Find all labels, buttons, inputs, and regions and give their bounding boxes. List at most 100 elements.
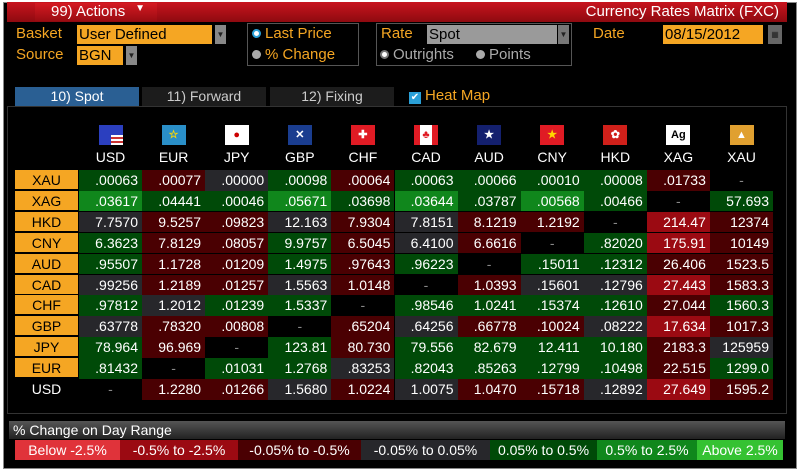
rate-cell-jpy-eur[interactable]: 96.969 [142,337,205,358]
column-header-xau[interactable]: ▲XAU [710,125,773,165]
rate-cell-gbp-jpy[interactable]: .00808 [205,316,268,337]
rate-cell-gbp-gbp[interactable]: - [268,316,331,337]
rate-cell-xag-chf[interactable]: .03698 [331,191,394,212]
column-header-usd[interactable]: USD [79,125,142,165]
rate-cell-xag-aud[interactable]: .03787 [458,191,521,212]
rate-cell-eur-usd[interactable]: .81432 [79,358,142,379]
rate-cell-gbp-chf[interactable]: .65204 [331,316,394,337]
rate-select[interactable]: Spot [427,25,557,44]
source-dropdown-icon[interactable]: ▼ [126,46,137,65]
row-header-cad[interactable]: CAD [15,275,78,295]
rate-cell-cny-usd[interactable]: 6.3623 [79,233,142,254]
basket-dropdown-icon[interactable]: ▼ [215,25,226,44]
column-header-aud[interactable]: ★AUD [458,125,521,165]
row-header-xau[interactable]: XAU [15,170,78,190]
rate-cell-gbp-cad[interactable]: .64256 [395,316,458,337]
row-header-hkd[interactable]: HKD [15,212,78,232]
rate-cell-cny-xau[interactable]: 10149 [710,233,773,254]
points-radio[interactable]: Points [476,46,531,63]
rate-cell-jpy-usd[interactable]: 78.964 [79,337,142,358]
rate-cell-eur-xag[interactable]: 22.515 [647,358,710,379]
row-header-gbp[interactable]: GBP [15,316,78,336]
rate-cell-jpy-cad[interactable]: 79.556 [395,337,458,358]
rate-cell-chf-xag[interactable]: 27.044 [647,295,710,316]
rate-cell-usd-chf[interactable]: 1.0224 [331,379,394,400]
rate-cell-jpy-aud[interactable]: 82.679 [458,337,521,358]
rate-cell-xag-xau[interactable]: 57.693 [710,191,773,212]
column-header-chf[interactable]: ✚CHF [331,125,394,165]
rate-cell-cad-eur[interactable]: 1.2189 [142,275,205,296]
rate-cell-cny-xag[interactable]: 175.91 [647,233,710,254]
rate-cell-eur-chf[interactable]: .83253 [331,358,394,379]
rate-cell-aud-eur[interactable]: 1.1728 [142,254,205,275]
rate-cell-xau-gbp[interactable]: .00098 [268,170,331,191]
rate-cell-gbp-xag[interactable]: 17.634 [647,316,710,337]
rate-cell-chf-cny[interactable]: .15374 [521,295,584,316]
rate-cell-jpy-chf[interactable]: 80.730 [331,337,394,358]
rate-cell-aud-cad[interactable]: .96223 [395,254,458,275]
rate-cell-aud-cny[interactable]: .15011 [521,254,584,275]
rate-cell-cny-hkd[interactable]: .82020 [584,233,647,254]
calendar-icon[interactable]: ▦ [768,25,782,44]
rate-cell-hkd-hkd[interactable]: - [584,212,647,233]
row-header-aud[interactable]: AUD [15,254,78,274]
rate-cell-chf-aud[interactable]: 1.0241 [458,295,521,316]
rate-cell-cad-gbp[interactable]: 1.5563 [268,275,331,296]
rate-cell-xau-cny[interactable]: .00010 [521,170,584,191]
rate-cell-eur-aud[interactable]: .85263 [458,358,521,379]
heat-map-checkbox[interactable]: ✔Heat Map [409,87,490,104]
column-header-hkd[interactable]: ✿HKD [584,125,647,165]
rate-cell-xau-usd[interactable]: .00063 [79,170,142,191]
rate-cell-xag-gbp[interactable]: .05671 [268,191,331,212]
rate-cell-eur-eur[interactable]: - [142,358,205,379]
tab-spot[interactable]: 10) Spot [15,87,139,106]
rate-cell-xau-xau[interactable]: - [710,170,773,191]
rate-cell-xau-jpy[interactable]: .00000 [205,170,268,191]
rate-cell-usd-cad[interactable]: 1.0075 [395,379,458,400]
actions-menu-button[interactable]: 99) Actions▼ [35,3,157,21]
rate-cell-aud-gbp[interactable]: 1.4975 [268,254,331,275]
rate-cell-cad-xau[interactable]: 1583.3 [710,275,773,296]
rate-cell-xag-cny[interactable]: .00568 [521,191,584,212]
rate-cell-jpy-xau[interactable]: 125959 [710,337,773,358]
rate-cell-cad-chf[interactable]: 1.0148 [331,275,394,296]
rate-cell-usd-xag[interactable]: 27.649 [647,379,710,400]
rate-cell-gbp-xau[interactable]: 1017.3 [710,316,773,337]
rate-cell-aud-xau[interactable]: 1523.5 [710,254,773,275]
rate-cell-cad-hkd[interactable]: .12796 [584,275,647,296]
rate-cell-cny-gbp[interactable]: 9.9757 [268,233,331,254]
row-header-usd[interactable]: USD [15,379,78,399]
rate-cell-eur-jpy[interactable]: .01031 [205,358,268,379]
rate-cell-eur-cny[interactable]: .12799 [521,358,584,379]
rate-cell-xau-aud[interactable]: .00066 [458,170,521,191]
row-header-cny[interactable]: CNY [15,233,78,253]
rate-cell-cad-aud[interactable]: 1.0393 [458,275,521,296]
rate-cell-chf-jpy[interactable]: .01239 [205,295,268,316]
tab-forward[interactable]: 11) Forward [142,87,266,106]
rate-cell-gbp-eur[interactable]: .78320 [142,316,205,337]
rate-cell-eur-gbp[interactable]: 1.2768 [268,358,331,379]
rate-cell-xag-xag[interactable]: - [647,191,710,212]
rate-cell-cad-usd[interactable]: .99256 [79,275,142,296]
rate-cell-aud-jpy[interactable]: .01209 [205,254,268,275]
rate-cell-hkd-eur[interactable]: 9.5257 [142,212,205,233]
row-header-chf[interactable]: CHF [15,295,78,315]
rate-cell-cny-chf[interactable]: 6.5045 [331,233,394,254]
rate-dropdown-icon[interactable]: ▼ [558,25,569,44]
rate-cell-chf-chf[interactable]: - [331,295,394,316]
rate-cell-hkd-jpy[interactable]: .09823 [205,212,268,233]
rate-cell-aud-aud[interactable]: - [458,254,521,275]
rate-cell-usd-gbp[interactable]: 1.5680 [268,379,331,400]
rate-cell-jpy-jpy[interactable]: - [205,337,268,358]
rate-cell-xag-cad[interactable]: .03644 [395,191,458,212]
rate-cell-eur-hkd[interactable]: .10498 [584,358,647,379]
rate-cell-hkd-cny[interactable]: 1.2192 [521,212,584,233]
row-header-eur[interactable]: EUR [15,358,78,378]
rate-cell-chf-gbp[interactable]: 1.5337 [268,295,331,316]
rate-cell-usd-usd[interactable]: - [79,379,142,400]
rate-cell-xag-eur[interactable]: .04441 [142,191,205,212]
rate-cell-hkd-gbp[interactable]: 12.163 [268,212,331,233]
rate-cell-eur-cad[interactable]: .82043 [395,358,458,379]
rate-cell-xau-eur[interactable]: .00077 [142,170,205,191]
tab-fixing[interactable]: 12) Fixing [270,87,394,106]
